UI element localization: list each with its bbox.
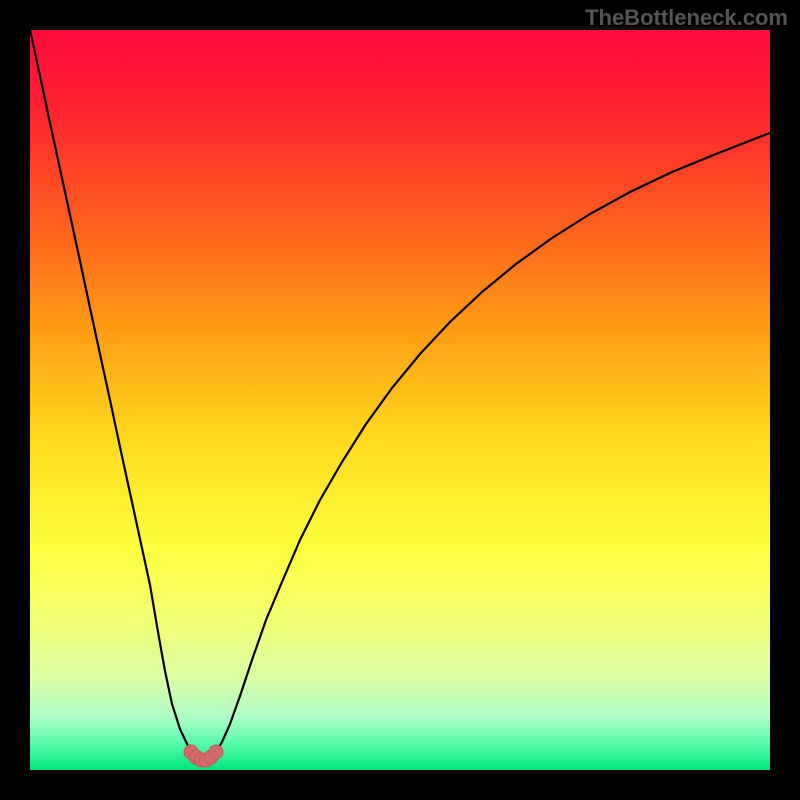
highlight-marker — [209, 745, 223, 759]
chart-svg — [30, 30, 770, 770]
gradient-background — [30, 30, 770, 770]
plot-area — [30, 30, 770, 770]
watermark-text: TheBottleneck.com — [585, 5, 788, 31]
chart-container: TheBottleneck.com — [0, 0, 800, 800]
